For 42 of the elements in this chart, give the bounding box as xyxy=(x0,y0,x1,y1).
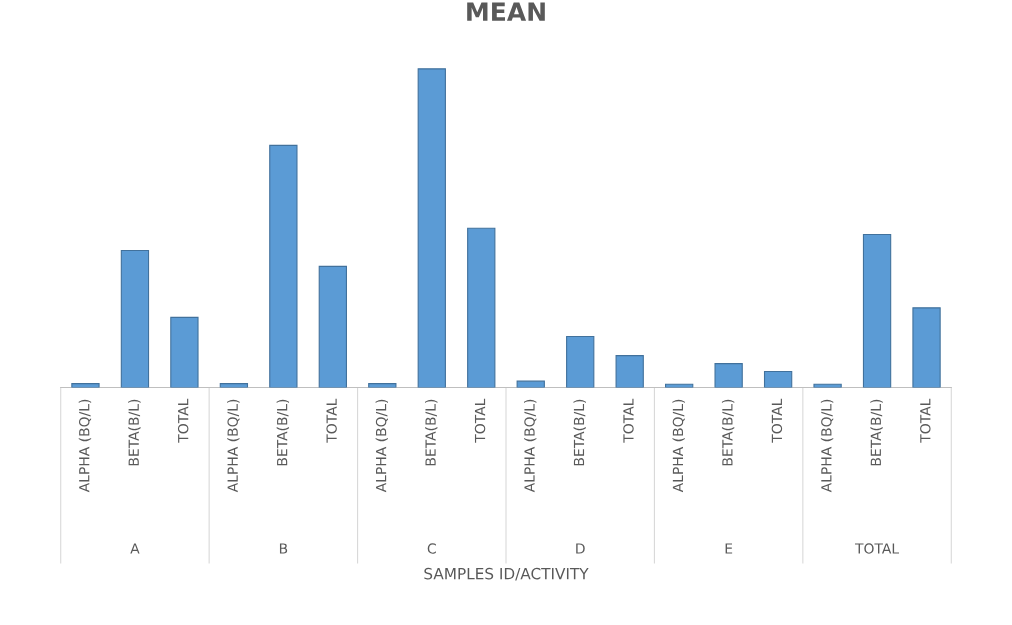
x-axis-title: SAMPLES ID/ACTIVITY xyxy=(424,567,589,581)
x-tick-label: ALPHA (BQ/L) xyxy=(227,399,240,493)
x-tick-label: TOTAL xyxy=(474,398,486,443)
bar xyxy=(763,371,793,388)
x-tick-label: BETA(B/L) xyxy=(573,399,586,466)
text: B xyxy=(279,543,288,554)
bar xyxy=(219,383,249,388)
text: A xyxy=(130,543,140,554)
x-tick-label: ALPHA (BQ/L) xyxy=(375,399,388,493)
x-tick-label: TOTAL xyxy=(920,398,931,443)
bar xyxy=(467,227,496,388)
bar xyxy=(615,355,644,388)
text: E xyxy=(725,543,733,554)
x-tick-label: TOTAL xyxy=(623,398,634,443)
x-tick-label: ALPHA (BQ/L) xyxy=(524,399,537,493)
text: D xyxy=(576,543,585,554)
x-tick-label: BETA(B/L) xyxy=(721,399,735,466)
x-tick-label: BETA(B/L) xyxy=(870,399,883,466)
bar xyxy=(714,363,743,388)
bar xyxy=(318,265,347,388)
x-tick-label: BETA(B/L) xyxy=(276,399,290,466)
x-tick-label: TOTAL xyxy=(177,398,189,443)
x-tick-label: TOTAL xyxy=(771,398,783,443)
bar xyxy=(269,144,298,388)
bar xyxy=(417,68,446,388)
bar xyxy=(170,316,199,388)
x-tick-label: ALPHA (BQ/L) xyxy=(78,399,92,493)
bar xyxy=(120,249,150,388)
x-tick-label: BETA(B/L) xyxy=(425,399,438,466)
x-tick-label: ALPHA (BQ/L) xyxy=(672,399,685,493)
text: TOTAL xyxy=(854,543,900,554)
chart-title: MEAN xyxy=(467,2,545,21)
x-tick-label: ALPHA (BQ/L) xyxy=(820,399,834,493)
bar xyxy=(862,234,892,388)
x-tick-label: TOTAL xyxy=(326,398,337,443)
bar xyxy=(566,335,595,388)
x-tick-label: BETA(B/L) xyxy=(128,399,141,466)
bar xyxy=(368,383,397,388)
bar xyxy=(71,383,100,388)
bar xyxy=(912,307,941,388)
text: C xyxy=(427,543,436,554)
bar xyxy=(516,380,545,388)
